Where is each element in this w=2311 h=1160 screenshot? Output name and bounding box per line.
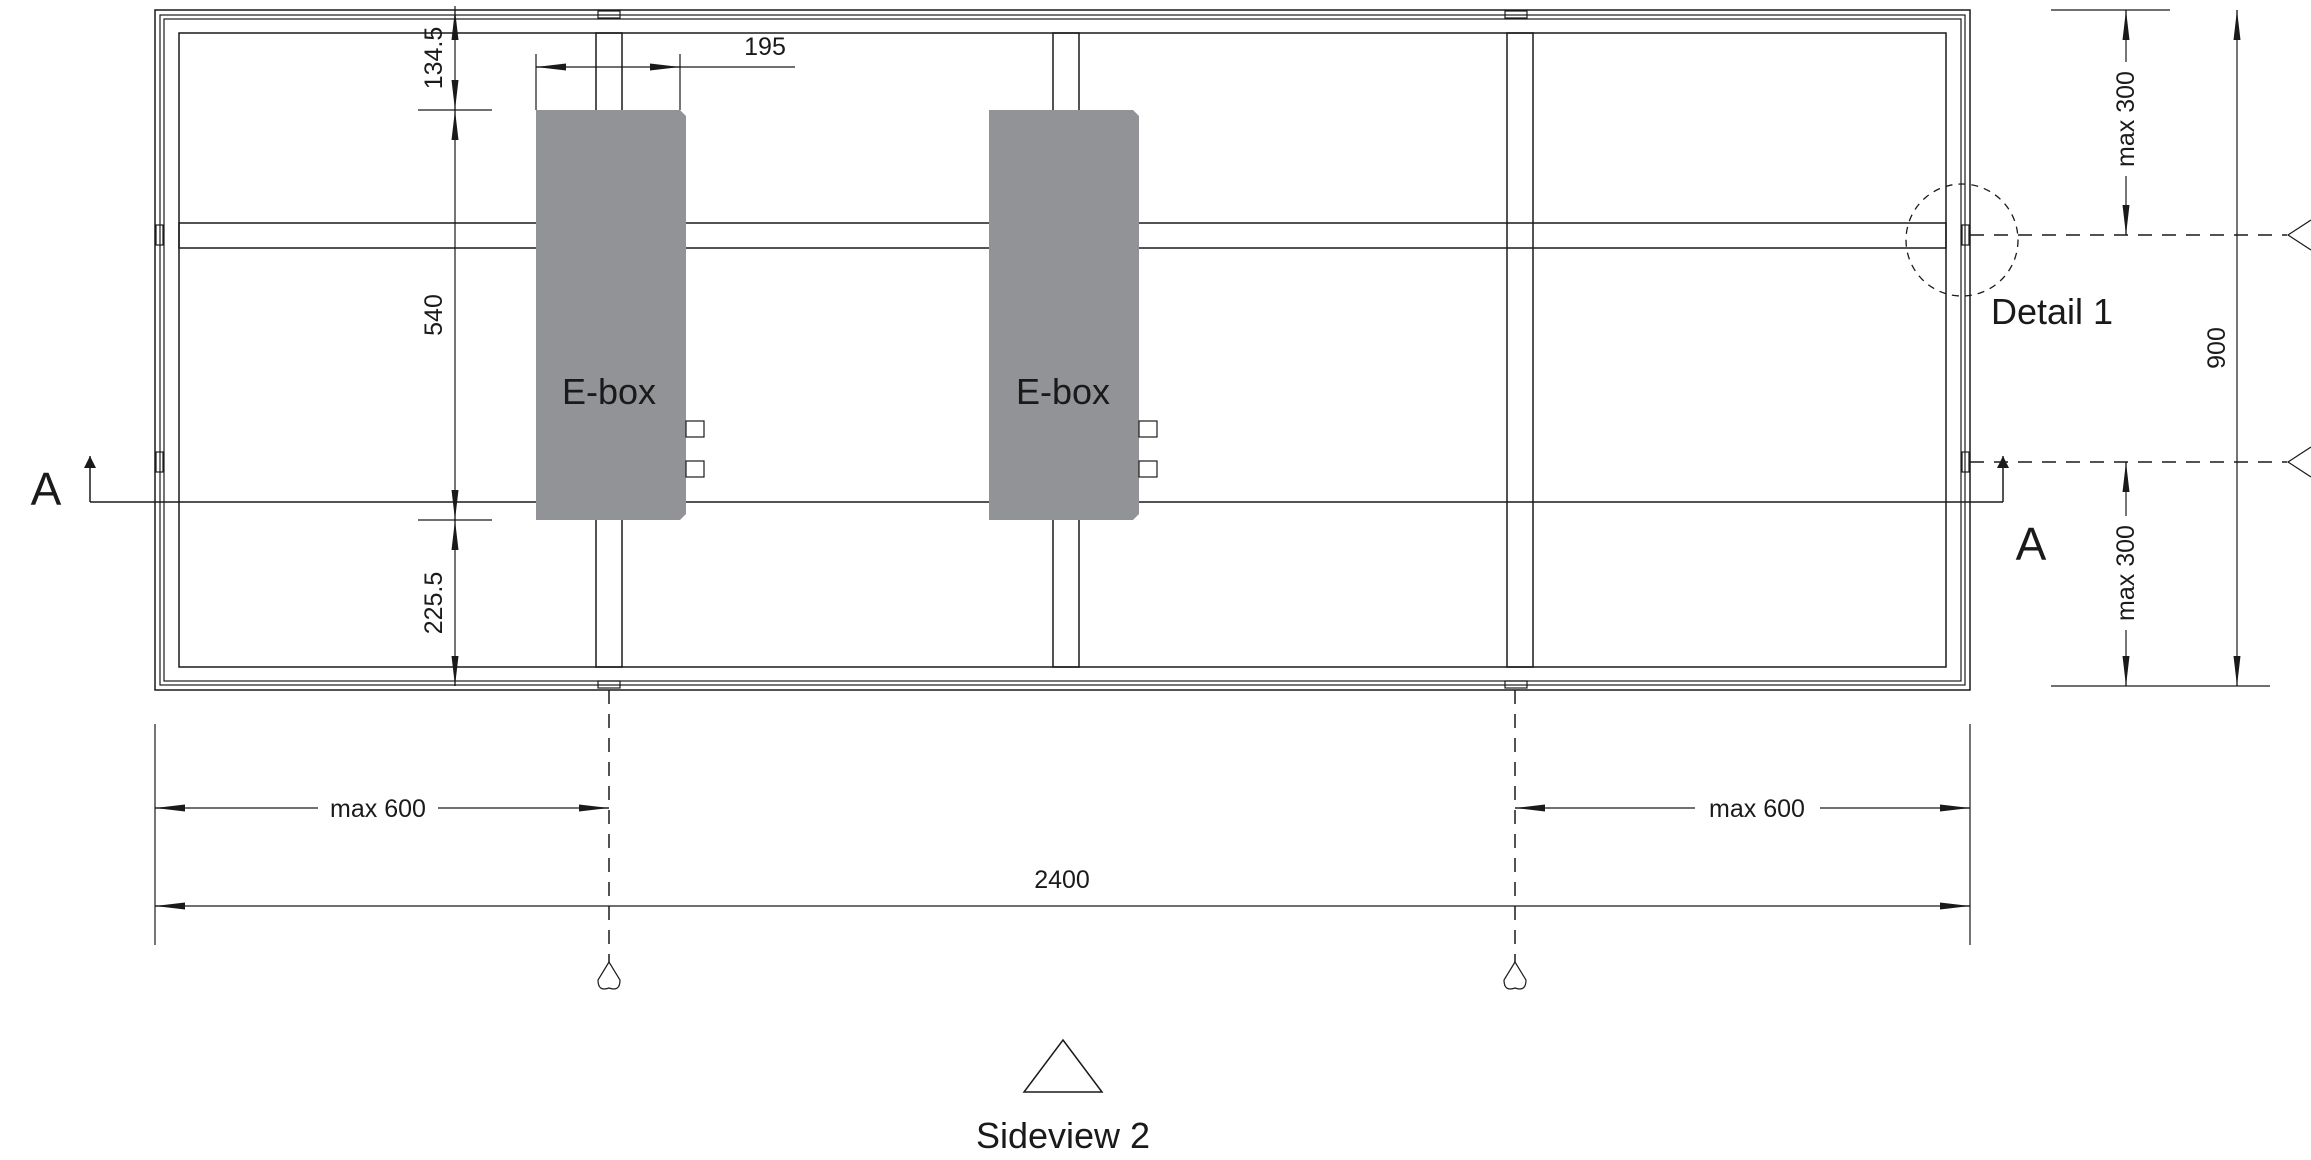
dimension-text-bottom-offset: 225.5 (420, 572, 448, 635)
clamp-mark (1961, 451, 1970, 473)
ebox-connector (1138, 420, 1158, 438)
section-label-right: A (2016, 518, 2047, 570)
clamp-mark (155, 451, 164, 473)
clamp-mark (1504, 10, 1528, 19)
sideview-marker: Sideview 2 (976, 1038, 1150, 1156)
ebox-left: E-box (536, 110, 705, 520)
section-marker-right: A (1997, 456, 2047, 570)
dimension-text-ebox-width: 195 (744, 33, 786, 61)
vertical-rail-3 (1506, 32, 1534, 668)
clamp-mark (597, 680, 621, 689)
section-marker-left: A (31, 456, 96, 515)
ebox-right: E-box (989, 110, 1158, 520)
ebox-label: E-box (562, 371, 656, 412)
clamp-marks (155, 10, 1970, 689)
sideview-label: Sideview 2 (976, 1115, 1150, 1156)
clamp-mark (597, 10, 621, 19)
dimension-text-ebox-length: 540 (420, 294, 448, 336)
clamp-mark (1504, 680, 1528, 689)
dimension-vertical-right: max 300 max 300 900 (1970, 9, 2311, 687)
sideview-triangle-icon (1022, 1038, 1104, 1093)
ebox-connector (1138, 460, 1158, 478)
dimension-text-max-top: max 300 (2112, 71, 2140, 167)
frame-inner-edge-1 (159, 14, 1966, 686)
support-symbol (1503, 960, 1527, 990)
clamp-mark (1961, 224, 1970, 246)
support-symbol (2286, 219, 2311, 251)
ebox-connector (685, 420, 705, 438)
detail-circle (1905, 183, 2019, 297)
support-symbol (2286, 446, 2311, 478)
dimension-horizontal-bottom: max 600 max 600 2400 (154, 690, 1971, 990)
dimension-text-total-width: 2400 (1034, 866, 1090, 894)
dimension-vertical-left: 134.5 540 225.5 (418, 6, 492, 686)
clamp-mark (155, 224, 164, 246)
ebox-connector (685, 460, 705, 478)
support-symbol (597, 960, 621, 990)
dimension-text-top-offset: 134.5 (420, 27, 448, 90)
frame-inner-edge-2 (163, 18, 1962, 682)
ebox-label: E-box (1016, 371, 1110, 412)
detail-callout: Detail 1 (1905, 183, 2113, 332)
detail-label: Detail 1 (1991, 291, 2113, 332)
dimension-text-max-right: max 600 (1709, 795, 1805, 823)
dimension-ebox-width: 195 (535, 33, 795, 110)
section-label-left: A (31, 463, 62, 515)
dimension-text-max-bottom: max 300 (2112, 525, 2140, 621)
ebox-body (989, 110, 1139, 520)
dimension-text-total-height: 900 (2203, 327, 2231, 369)
ebox-body (536, 110, 686, 520)
frame-outer-edge (154, 9, 1971, 691)
dimension-text-max-left: max 600 (330, 795, 426, 823)
